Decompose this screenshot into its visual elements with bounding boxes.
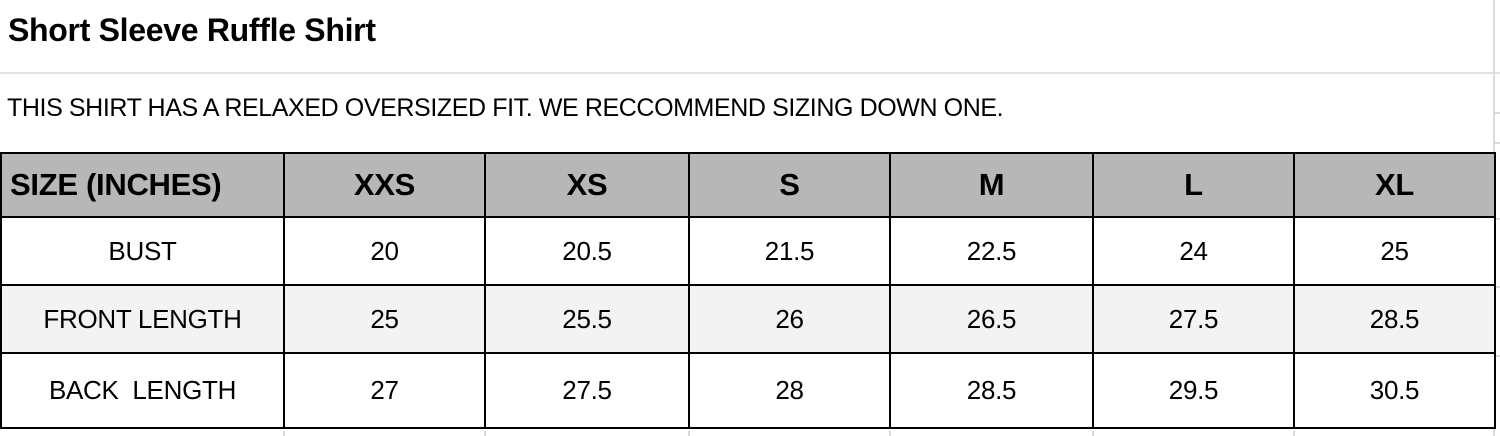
front-length-s-cell: 26: [688, 284, 891, 354]
table-row-front-length: FRONT LENGTH 25 25.5 26 26.5 27.5 28.5: [0, 284, 1496, 354]
grid-line-stub: [688, 431, 690, 436]
table-row-back-length: BACK LENGTH 27 27.5 28 28.5 29.5 30.5: [0, 352, 1496, 429]
page-title: Short Sleeve Ruffle Shirt: [8, 12, 376, 48]
grid-line-stub: [1494, 142, 1500, 144]
row-label-back-length: BACK LENGTH: [0, 352, 285, 429]
front-length-xs-cell: 25.5: [484, 284, 690, 354]
grid-line-stub: [1494, 112, 1500, 114]
front-length-m-cell: 26.5: [889, 284, 1094, 354]
size-unit-header: SIZE (INCHES): [0, 152, 285, 218]
bust-m-cell: 22.5: [889, 216, 1094, 286]
grid-line-stub: [1494, 355, 1500, 357]
size-col-header-xs: XS: [484, 152, 690, 218]
back-length-s-cell: 28: [688, 352, 891, 429]
fit-note-text: THIS SHIRT HAS A RELAXED OVERSIZED FIT. …: [7, 94, 1004, 122]
bust-xl-cell: 25: [1293, 216, 1496, 286]
grid-line-stub: [1494, 286, 1500, 288]
grid-line-stub: [283, 431, 285, 436]
back-length-l-cell: 29.5: [1092, 352, 1295, 429]
back-length-xxs-cell: 27: [283, 352, 486, 429]
title-divider: [0, 72, 1500, 74]
back-length-xl-cell: 30.5: [1293, 352, 1496, 429]
size-col-header-s: S: [688, 152, 891, 218]
size-col-header-l: L: [1092, 152, 1295, 218]
front-length-xxs-cell: 25: [283, 284, 486, 354]
bust-l-cell: 24: [1092, 216, 1295, 286]
row-label-bust: BUST: [0, 216, 285, 286]
size-col-header-xxs: XXS: [283, 152, 486, 218]
grid-line-stub: [1494, 218, 1500, 220]
back-length-m-cell: 28.5: [889, 352, 1094, 429]
bust-xs-cell: 20.5: [484, 216, 690, 286]
back-length-xs-cell: 27.5: [484, 352, 690, 429]
size-chart-header-row: SIZE (INCHES) XXS XS S M L XL: [0, 152, 1496, 218]
row-label-front-length: FRONT LENGTH: [0, 284, 285, 354]
bust-xxs-cell: 20: [283, 216, 486, 286]
size-col-header-m: M: [889, 152, 1094, 218]
front-length-l-cell: 27.5: [1092, 284, 1295, 354]
grid-line-stub: [1092, 431, 1094, 436]
grid-line-stub: [484, 431, 486, 436]
front-length-xl-cell: 28.5: [1293, 284, 1496, 354]
grid-line-stub: [1293, 431, 1295, 436]
bust-s-cell: 21.5: [688, 216, 891, 286]
size-chart-table: SIZE (INCHES) XXS XS S M L XL BUST 20 20…: [0, 152, 1496, 429]
table-row-bust: BUST 20 20.5 21.5 22.5 24 25: [0, 216, 1496, 286]
size-col-header-xl: XL: [1293, 152, 1496, 218]
grid-line-stub: [889, 431, 891, 436]
